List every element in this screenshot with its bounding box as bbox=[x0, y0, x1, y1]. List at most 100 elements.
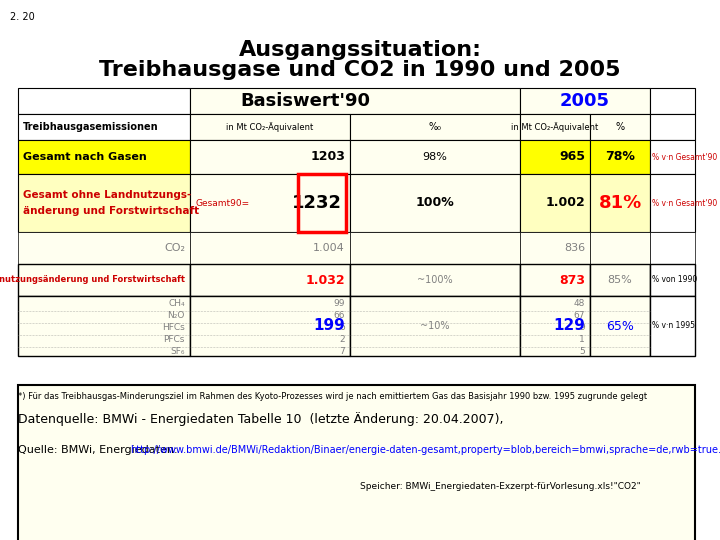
Text: 2005: 2005 bbox=[560, 92, 610, 110]
Text: 98%: 98% bbox=[423, 152, 447, 162]
Bar bbox=[590, 232, 650, 264]
Text: CO₂: CO₂ bbox=[164, 243, 185, 253]
Bar bbox=[520, 88, 650, 114]
Bar bbox=[650, 174, 695, 232]
Text: CO₂ ohne Landnutzungsänderung und Forstwirtschaft: CO₂ ohne Landnutzungsänderung und Forstw… bbox=[0, 275, 185, 285]
Text: 836: 836 bbox=[564, 243, 585, 253]
Bar bbox=[350, 264, 520, 296]
Text: 873: 873 bbox=[559, 273, 585, 287]
Bar bbox=[590, 174, 650, 232]
Text: 129: 129 bbox=[553, 319, 585, 334]
Text: % v·n Gesamt'90: % v·n Gesamt'90 bbox=[652, 199, 717, 207]
Text: ~100%: ~100% bbox=[417, 275, 453, 285]
Bar bbox=[350, 296, 520, 356]
Bar bbox=[190, 174, 350, 232]
Text: 100%: 100% bbox=[415, 197, 454, 210]
Text: Treibhausgasemissionen: Treibhausgasemissionen bbox=[23, 122, 158, 132]
Text: 6: 6 bbox=[339, 323, 345, 333]
Bar bbox=[650, 140, 695, 174]
Text: Basiswert'90: Basiswert'90 bbox=[240, 92, 371, 110]
Text: % v·n Gesamt'90: % v·n Gesamt'90 bbox=[652, 152, 717, 161]
Bar bbox=[520, 174, 590, 232]
Text: in Mt CO₂-Äquivalent: in Mt CO₂-Äquivalent bbox=[226, 122, 314, 132]
Bar bbox=[18, 174, 190, 232]
Text: in Mt CO₂-Äquivalent: in Mt CO₂-Äquivalent bbox=[511, 122, 598, 132]
Bar bbox=[590, 140, 650, 174]
Bar bbox=[350, 174, 520, 232]
Text: Gesamt90=: Gesamt90= bbox=[195, 199, 249, 207]
Text: % von 1990: % von 1990 bbox=[652, 275, 697, 285]
Text: 78%: 78% bbox=[605, 151, 635, 164]
Text: PFCs: PFCs bbox=[163, 335, 185, 345]
Text: HFCs: HFCs bbox=[162, 323, 185, 333]
Text: 1203: 1203 bbox=[310, 151, 345, 164]
Bar bbox=[18, 140, 190, 174]
Text: %₀: %₀ bbox=[428, 122, 441, 132]
Text: N₂O: N₂O bbox=[168, 312, 185, 321]
Text: SF₆: SF₆ bbox=[171, 348, 185, 356]
Text: CH₄: CH₄ bbox=[168, 300, 185, 308]
Text: *) Für das Treibhausgas-Minderungsziel im Rahmen des Kyoto-Prozesses wird je nac: *) Für das Treibhausgas-Minderungsziel i… bbox=[18, 392, 647, 401]
Bar bbox=[650, 296, 695, 356]
Text: 1232: 1232 bbox=[292, 194, 342, 212]
Bar bbox=[590, 296, 650, 356]
Text: 48: 48 bbox=[574, 300, 585, 308]
Text: 5: 5 bbox=[580, 348, 585, 356]
Text: Ausgangssituation:: Ausgangssituation: bbox=[238, 40, 482, 60]
Bar bbox=[650, 88, 695, 114]
Bar bbox=[520, 264, 590, 296]
Text: Datenquelle: BMWi - Energiedaten Tabelle 10  (letzte Änderung: 20.04.2007),: Datenquelle: BMWi - Energiedaten Tabelle… bbox=[18, 412, 503, 426]
Bar bbox=[350, 114, 520, 140]
Text: Treibhausgase und CO2 in 1990 und 2005: Treibhausgase und CO2 in 1990 und 2005 bbox=[99, 60, 621, 80]
Bar bbox=[190, 114, 350, 140]
Text: Gesamt nach Gasen: Gesamt nach Gasen bbox=[23, 152, 147, 162]
Bar bbox=[18, 296, 190, 356]
Text: 9: 9 bbox=[580, 323, 585, 333]
Bar bbox=[590, 264, 650, 296]
Text: Gesamt ohne Landnutzungs-: Gesamt ohne Landnutzungs- bbox=[23, 190, 192, 200]
Text: 1.004: 1.004 bbox=[313, 243, 345, 253]
Text: ~10%: ~10% bbox=[420, 321, 450, 331]
Bar bbox=[190, 232, 350, 264]
Text: 66: 66 bbox=[333, 312, 345, 321]
Text: 67: 67 bbox=[574, 312, 585, 321]
Bar bbox=[350, 232, 520, 264]
Bar bbox=[190, 88, 520, 114]
Bar bbox=[650, 114, 695, 140]
Text: 85%: 85% bbox=[608, 275, 632, 285]
Text: 1.002: 1.002 bbox=[545, 197, 585, 210]
Text: 1: 1 bbox=[580, 335, 585, 345]
Bar bbox=[350, 140, 520, 174]
Bar bbox=[650, 232, 695, 264]
Text: Speicher: BMWi_Energiedaten-Exzerpt-fürVorlesung.xls!"CO2": Speicher: BMWi_Energiedaten-Exzerpt-fürV… bbox=[360, 482, 641, 491]
Bar bbox=[520, 114, 590, 140]
Bar bbox=[190, 296, 350, 356]
Bar bbox=[190, 140, 350, 174]
Text: 99: 99 bbox=[333, 300, 345, 308]
Text: 7: 7 bbox=[339, 348, 345, 356]
Bar bbox=[18, 232, 190, 264]
Text: änderung und Forstwirtschaft: änderung und Forstwirtschaft bbox=[23, 206, 199, 216]
Text: % v·n 1995: % v·n 1995 bbox=[652, 321, 695, 330]
Text: http://www.bmwi.de/BMWi/Redaktion/Binaer/energie-daten-gesamt,property=blob,bere: http://www.bmwi.de/BMWi/Redaktion/Binaer… bbox=[130, 445, 720, 455]
Text: Quelle: BMWi, Energiedaten:: Quelle: BMWi, Energiedaten: bbox=[18, 445, 178, 455]
Bar bbox=[18, 264, 190, 296]
Text: 965: 965 bbox=[559, 151, 585, 164]
Text: %: % bbox=[616, 122, 624, 132]
Bar bbox=[190, 264, 350, 296]
Bar bbox=[650, 264, 695, 296]
Text: 81%: 81% bbox=[598, 194, 642, 212]
Text: 1.032: 1.032 bbox=[305, 273, 345, 287]
Text: 2: 2 bbox=[339, 335, 345, 345]
Bar bbox=[590, 114, 650, 140]
Bar bbox=[18, 88, 190, 114]
Bar bbox=[520, 232, 590, 264]
Text: 199: 199 bbox=[313, 319, 345, 334]
Bar bbox=[18, 114, 190, 140]
Bar bbox=[298, 174, 346, 232]
Text: 2. 20: 2. 20 bbox=[10, 12, 35, 22]
Bar bbox=[520, 296, 590, 356]
Bar bbox=[18, 385, 695, 540]
Text: 65%: 65% bbox=[606, 320, 634, 333]
Bar bbox=[520, 140, 590, 174]
